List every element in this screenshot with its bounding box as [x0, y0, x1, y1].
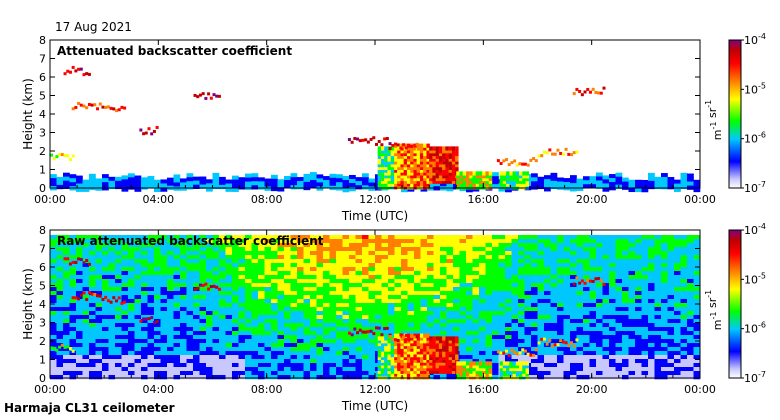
y-tick-label: 8: [39, 34, 46, 47]
cloud-features: [50, 257, 606, 380]
y-tick-label: 1: [39, 354, 46, 367]
x-tick-label: 04:00: [142, 383, 174, 396]
y-tick-label: 8: [39, 224, 46, 237]
y-tick-label: 1: [39, 164, 46, 177]
x-tick-label: 16:00: [467, 383, 499, 396]
y-tick-label: 6: [39, 71, 46, 84]
colorbar-gradient: [728, 229, 742, 379]
y-axis-label: Height (km): [21, 268, 35, 339]
x-tick-label: 04:00: [142, 193, 174, 206]
colorbar-label: m-1 sr-1: [704, 290, 724, 330]
y-tick-label: 5: [39, 90, 46, 103]
y-tick-label: 4: [39, 108, 46, 121]
y-tick-label: 2: [39, 335, 46, 348]
x-tick-label: 00:00: [684, 383, 716, 396]
chart-title: Attenuated backscatter coefficient: [57, 44, 292, 58]
y-tick-label: 5: [39, 280, 46, 293]
y-tick-label: 7: [39, 53, 46, 66]
x-tick-label: 20:00: [576, 193, 608, 206]
colorbar-tick-label: 10-5: [744, 81, 766, 96]
y-tick-label: 4: [39, 298, 46, 311]
y-tick-label: 6: [39, 261, 46, 274]
colorbar-tick-label: 10-5: [744, 271, 766, 286]
x-tick-label: 00:00: [34, 193, 66, 206]
plot-area: [50, 40, 700, 188]
x-axis-label: Time (UTC): [341, 399, 408, 413]
x-tick-label: 12:00: [359, 193, 391, 206]
heatmap-cells: [50, 235, 701, 380]
x-tick-label: 08:00: [251, 383, 283, 396]
x-tick-label: 12:00: [359, 383, 391, 396]
colorbar: 10-4 10-5 10-6 10-7 m-1 sr-1: [704, 222, 766, 385]
x-tick-label: 20:00: [576, 383, 608, 396]
colorbar-gradient: [728, 39, 742, 189]
x-axis-label: Time (UTC): [341, 209, 408, 223]
y-tick-label: 7: [39, 243, 46, 256]
station-label: Harmaja CL31 ceilometer: [4, 401, 175, 415]
colorbar-tick-label: 10-4: [744, 222, 766, 237]
y-axis-label: Height (km): [21, 78, 35, 149]
chart-title: Raw attenuated backscatter coefficient: [57, 234, 324, 248]
colorbar-tick-label: 10-4: [744, 32, 766, 47]
y-tick-label: 3: [39, 127, 46, 140]
x-tick-label: 00:00: [34, 383, 66, 396]
colorbar-tick-label: 10-7: [744, 370, 766, 385]
y-tick-label: 2: [39, 145, 46, 158]
y-tick-label: 0: [39, 372, 46, 385]
panel-2: Raw attenuated backscatter coefficient00…: [21, 222, 766, 413]
y-tick-label: 0: [39, 182, 46, 195]
colorbar-tick-label: 10-6: [744, 131, 766, 146]
colorbar-label: m-1 sr-1: [704, 100, 724, 140]
colorbar-tick-label: 10-7: [744, 180, 766, 195]
cloud-features: [50, 65, 606, 190]
x-tick-label: 08:00: [251, 193, 283, 206]
x-tick-label: 16:00: [467, 193, 499, 206]
y-tick-label: 3: [39, 317, 46, 330]
colorbar: 10-4 10-5 10-6 10-7 m-1 sr-1: [704, 32, 766, 195]
date-label: 17 Aug 2021: [55, 20, 132, 34]
colorbar-tick-label: 10-6: [744, 321, 766, 336]
x-tick-label: 00:00: [684, 193, 716, 206]
